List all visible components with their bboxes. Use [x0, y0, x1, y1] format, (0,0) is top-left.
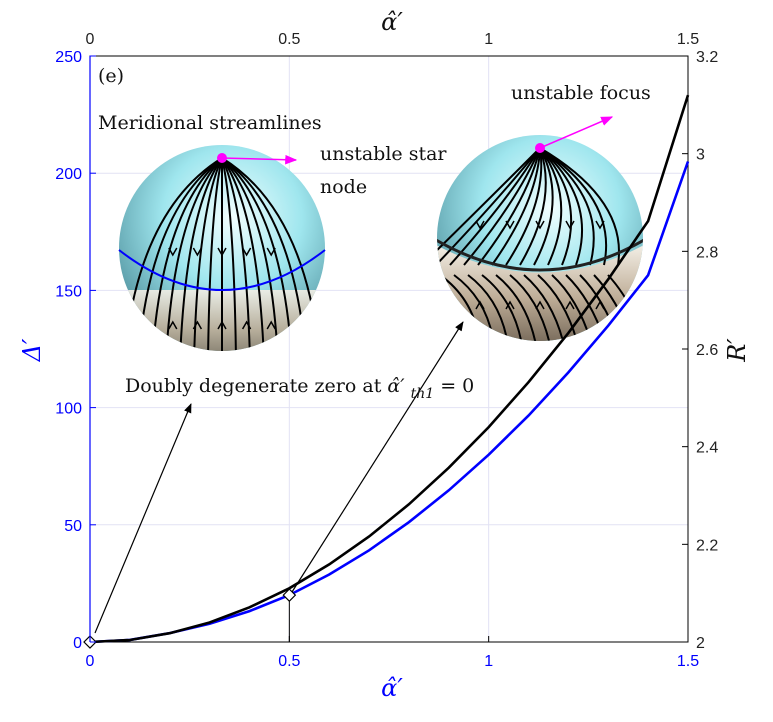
series-group [83, 94, 690, 649]
streamline [221, 157, 279, 351]
degenerate-label: Doubly degenerate zero at α̂′ th1 = 0 [125, 375, 474, 403]
panel-label: (e) [98, 65, 124, 87]
x-tick-label-bottom: 1.5 [677, 653, 699, 670]
y-right-tick-label: 2.4 [696, 440, 718, 457]
streamline [539, 147, 595, 266]
streamline [491, 147, 541, 266]
streamline-arrow [535, 220, 545, 230]
streamline-arrow [595, 220, 605, 230]
streamline [519, 147, 547, 266]
y-left-tick-label: 200 [55, 166, 82, 183]
degenerate-subscript: th1 [411, 386, 435, 402]
streamline-arrow [565, 300, 575, 310]
streamline-arrow [217, 247, 227, 257]
streamline-arrow [535, 300, 545, 310]
y-right-tick-label: 3.2 [696, 49, 718, 66]
streamline [179, 157, 223, 351]
x-tick-label-top: 0 [86, 31, 95, 48]
streamline [533, 147, 554, 266]
streamline-arrow [505, 300, 515, 310]
x-tick-label-top: 1 [484, 31, 493, 48]
streamline [437, 147, 541, 266]
star-node-label-line1: unstable star [320, 143, 447, 165]
streamline [509, 274, 551, 341]
streamline [505, 147, 543, 266]
y-right-tick-label: 2.2 [696, 537, 718, 554]
y-left-tick-label: 100 [55, 401, 82, 418]
streamline-arrow [595, 300, 605, 310]
streamline [539, 147, 573, 266]
streamline-arrow [241, 320, 252, 330]
equator-line [118, 249, 326, 291]
y-right-tick-label: 2.6 [696, 342, 718, 359]
x-axis-label-top: α̂′ [381, 8, 403, 36]
streamline-arrow [217, 320, 227, 330]
arrow-focus [539, 116, 614, 149]
streamline [539, 147, 563, 266]
x-axis-label-bottom: α̂′ [381, 674, 403, 702]
streamline-arrow [241, 247, 252, 257]
y-right-tick-label: 2.8 [696, 244, 718, 261]
inset-sphere-star-node [118, 145, 326, 351]
streamline [165, 157, 223, 351]
series-line-right [89, 94, 690, 644]
y-right-tick-label: 2 [696, 635, 705, 652]
x-tick-label-top: 0.5 [278, 31, 300, 48]
streamline [221, 157, 265, 351]
streamline [523, 274, 565, 341]
star-node-label-line2: node [320, 176, 367, 198]
streamline [221, 157, 293, 351]
degenerate-symbol: α̂′ [387, 375, 405, 397]
streamline [477, 147, 541, 266]
streamline [437, 274, 453, 341]
y-axis-label-right: R′ [723, 338, 751, 363]
x-tick-label-bottom: 0.5 [278, 653, 300, 670]
streamline-arrow [505, 220, 515, 230]
x-tick-label-bottom: 0 [86, 653, 95, 670]
streamline [151, 157, 223, 351]
inset-title: Meridional streamlines [98, 112, 322, 134]
y-left-tick-label: 250 [55, 49, 82, 66]
streamline [463, 147, 541, 266]
x-tick-label-bottom: 1 [484, 653, 493, 670]
streamline [481, 274, 523, 341]
streamline [539, 147, 620, 266]
streamline [193, 157, 223, 351]
streamline [539, 147, 608, 266]
streamline [495, 274, 537, 341]
x-tick-label-top: 1.5 [677, 31, 699, 48]
y-left-tick-label: 0 [73, 635, 82, 652]
y-right-tick-label: 3 [696, 147, 705, 164]
streamline [207, 157, 223, 351]
degenerate-suffix: = 0 [440, 375, 474, 397]
streamline-arrow [565, 220, 575, 230]
y-left-tick-label: 50 [64, 518, 82, 535]
streamline-arrow [475, 220, 485, 230]
streamline-arrow [266, 247, 276, 257]
streamline [539, 147, 583, 266]
streamline-arrow [266, 320, 276, 330]
ticks: 000.50.5111.51.505010015020025022.22.42.… [55, 31, 718, 670]
streamline [449, 147, 541, 266]
inset-sphere-focus [437, 135, 643, 341]
y-axis-label-left: Δ′ [18, 338, 46, 362]
arrow-degenerate-left [94, 403, 192, 634]
focus-label: unstable focus [511, 82, 651, 104]
y-left-tick-label: 150 [55, 283, 82, 300]
degenerate-prefix: Doubly degenerate zero at [125, 375, 387, 397]
streamline [221, 157, 237, 351]
arrow-star-node [221, 154, 298, 165]
streamline-arrow [168, 320, 178, 330]
arrow-focus-inset [291, 321, 464, 593]
